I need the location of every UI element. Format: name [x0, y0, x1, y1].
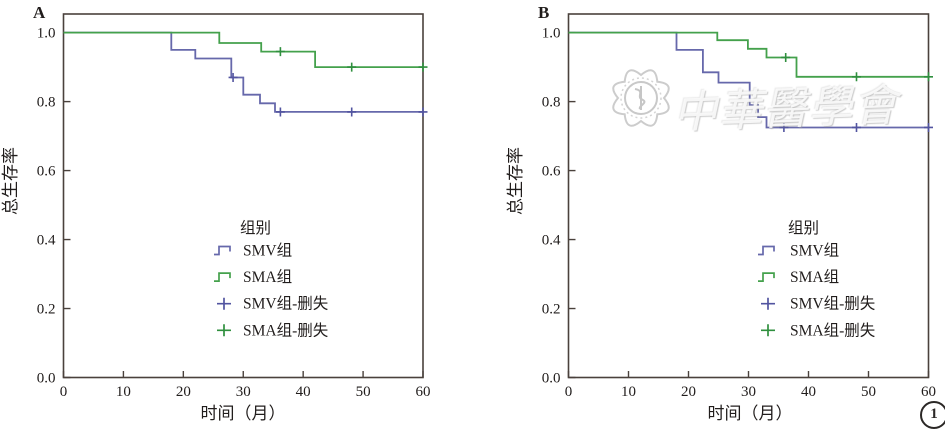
legend-label: SMV组-删失 — [243, 295, 329, 313]
y-tick-label: 0.2 — [37, 302, 56, 318]
survival-curve-smv — [63, 31, 423, 113]
censor-mark — [275, 107, 285, 117]
y-tick-label: 1.0 — [37, 26, 56, 42]
x-axis-title: 时间（月） — [708, 404, 793, 423]
legend-censor-icon — [217, 297, 231, 310]
panel-a: 0 10 20 30 40 50 60 1.0 0.8 0.6 0.4 0.2 0.0 A 时间（月） 总生存… — [1, 3, 431, 423]
x-tick-label: 60 — [416, 384, 431, 400]
legend-censor-icon — [217, 324, 231, 337]
y-tick-label: 0.4 — [542, 233, 561, 249]
y-tick-label: 0.2 — [542, 302, 561, 318]
x-tick-label: 50 — [356, 384, 371, 400]
x-axis-title: 时间（月） — [201, 404, 286, 423]
x-tick-label: 20 — [176, 384, 191, 400]
censor-mark — [924, 72, 933, 82]
legend-label: SMA组 — [790, 268, 839, 286]
y-axis-title: 总生存率 — [1, 147, 20, 215]
censor-mark — [418, 62, 428, 72]
y-tick-label: 0.0 — [542, 371, 561, 387]
censor-mark — [924, 122, 933, 132]
x-tick-label: 30 — [236, 384, 251, 400]
panel-label: B — [538, 3, 549, 22]
y-tick-label: 1.0 — [542, 26, 561, 42]
figure-number-badge: 1 — [920, 401, 945, 429]
legend-censor-icon — [761, 297, 775, 310]
legend-step-icon — [758, 272, 775, 282]
legend-title: 组别 — [788, 219, 819, 237]
legend-title: 组别 — [240, 219, 271, 237]
legend-label: SMV组 — [243, 242, 292, 260]
x-tick-label: 30 — [741, 384, 756, 400]
censor-mark — [347, 107, 357, 117]
legend-label: SMA组-删失 — [243, 321, 329, 339]
panel-b: 0 10 20 30 40 50 60 1.0 0.8 0.6 0.4 0.2 0.0 B 时间（月） 总生存… — [506, 3, 936, 423]
legend-censor-icon — [761, 324, 775, 337]
y-axis-title: 总生存率 — [506, 147, 525, 215]
legend-step-icon — [758, 245, 775, 256]
x-tick-label: 40 — [296, 384, 311, 400]
x-tick-label: 20 — [681, 384, 696, 400]
y-tick-label: 0.0 — [37, 371, 56, 387]
x-tick-label: 40 — [801, 384, 816, 400]
legend-label: SMA组-删失 — [790, 321, 876, 339]
censor-mark — [275, 47, 285, 57]
legend-label: SMV组-删失 — [790, 295, 876, 313]
x-tick-label: 60 — [921, 384, 936, 400]
survival-curve-smv — [568, 31, 929, 129]
x-tick-label: 10 — [621, 384, 636, 400]
x-tick-label: 50 — [861, 384, 876, 400]
survival-curve-sma — [63, 31, 423, 68]
censor-mark — [852, 72, 861, 82]
legend-step-icon — [214, 272, 231, 282]
censor-mark — [228, 72, 238, 82]
legend-label: SMA组 — [243, 268, 292, 286]
survival-curve-sma — [568, 31, 929, 78]
censor-mark — [779, 122, 789, 132]
y-tick-label: 0.6 — [542, 164, 561, 180]
y-tick-label: 0.6 — [37, 164, 56, 180]
panel-label: A — [33, 3, 46, 22]
legend-label: SMV组 — [790, 242, 839, 260]
y-tick-label: 0.8 — [37, 95, 56, 111]
censor-mark — [852, 122, 861, 132]
y-tick-label: 0.8 — [542, 95, 561, 111]
x-tick-label: 0 — [60, 384, 68, 400]
x-tick-label: 10 — [116, 384, 131, 400]
x-tick-label: 0 — [565, 384, 573, 400]
legend-step-icon — [214, 245, 231, 256]
censor-mark — [347, 62, 357, 72]
y-tick-label: 0.4 — [37, 233, 56, 249]
censor-mark — [781, 52, 791, 62]
censor-mark — [418, 107, 428, 117]
